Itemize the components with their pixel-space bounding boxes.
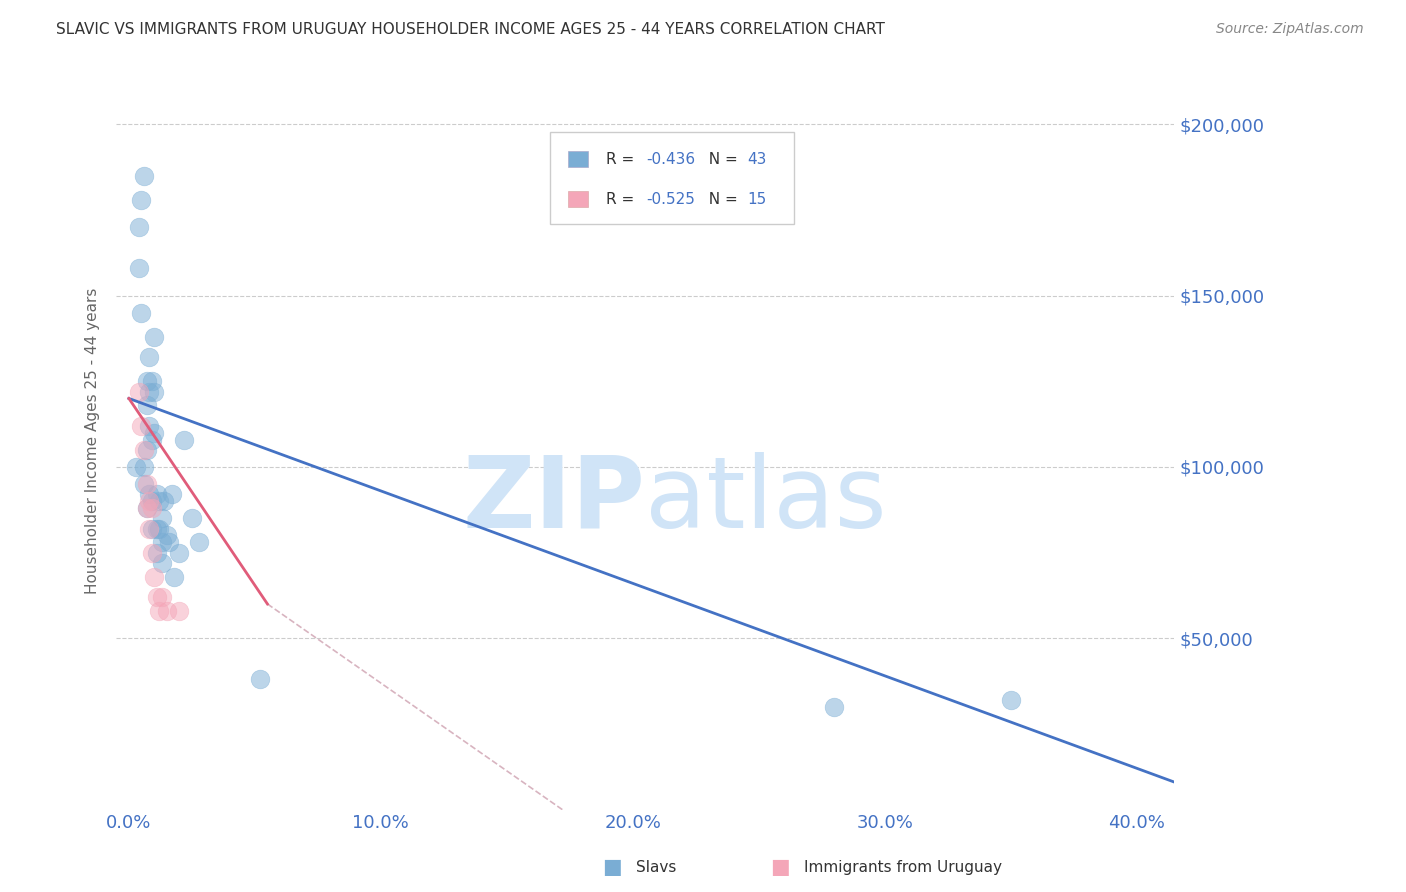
Text: -0.436: -0.436 [647, 152, 696, 167]
Text: Source: ZipAtlas.com: Source: ZipAtlas.com [1216, 22, 1364, 37]
Text: ■: ■ [602, 857, 621, 877]
Point [143, 384, 166, 399]
Text: ■: ■ [770, 857, 790, 877]
Point [138, 522, 160, 536]
Point [148, 494, 170, 508]
Point [141, 374, 163, 388]
Point [141, 494, 163, 508]
Point [180, 511, 202, 525]
Text: N =: N = [699, 192, 742, 207]
Point [131, 306, 153, 320]
Point [167, 604, 190, 618]
Text: ZIP: ZIP [463, 451, 645, 549]
Point [135, 374, 157, 388]
Point [145, 546, 167, 560]
Point [143, 569, 166, 583]
Point [145, 522, 167, 536]
Point [1000, 693, 1022, 707]
Point [143, 330, 166, 344]
Text: R =: R = [606, 152, 640, 167]
Point [128, 220, 150, 235]
FancyBboxPatch shape [550, 132, 793, 224]
Text: atlas: atlas [645, 451, 887, 549]
Point [131, 418, 153, 433]
Point [145, 590, 167, 604]
Point [188, 535, 211, 549]
Point [132, 459, 155, 474]
Point [138, 487, 160, 501]
Point [150, 511, 173, 525]
Point [167, 546, 190, 560]
Point [157, 535, 180, 549]
Point [138, 494, 160, 508]
Text: Slavs: Slavs [636, 860, 676, 874]
FancyBboxPatch shape [568, 152, 588, 168]
Point [138, 351, 160, 365]
Text: 43: 43 [747, 152, 766, 167]
Point [135, 398, 157, 412]
Text: Immigrants from Uruguay: Immigrants from Uruguay [804, 860, 1002, 874]
Point [145, 487, 167, 501]
Point [125, 459, 148, 474]
Text: SLAVIC VS IMMIGRANTS FROM URUGUAY HOUSEHOLDER INCOME AGES 25 - 44 YEARS CORRELAT: SLAVIC VS IMMIGRANTS FROM URUGUAY HOUSEH… [56, 22, 886, 37]
Point [141, 501, 163, 516]
Point [132, 442, 155, 457]
Text: R =: R = [606, 192, 640, 207]
Point [132, 169, 155, 183]
Point [163, 569, 186, 583]
Point [138, 384, 160, 399]
FancyBboxPatch shape [568, 191, 588, 207]
Point [150, 556, 173, 570]
Point [143, 425, 166, 440]
Point [150, 590, 173, 604]
Point [138, 418, 160, 433]
Point [135, 501, 157, 516]
Point [160, 487, 183, 501]
Point [156, 604, 179, 618]
Point [153, 494, 176, 508]
Point [150, 535, 173, 549]
Point [148, 522, 170, 536]
Point [128, 261, 150, 276]
Point [173, 433, 195, 447]
Point [132, 477, 155, 491]
Point [148, 604, 170, 618]
Y-axis label: Householder Income Ages 25 - 44 years: Householder Income Ages 25 - 44 years [86, 288, 100, 594]
Text: 15: 15 [747, 192, 766, 207]
Text: -0.525: -0.525 [647, 192, 696, 207]
Point [156, 528, 179, 542]
Point [131, 193, 153, 207]
Point [141, 433, 163, 447]
Point [135, 477, 157, 491]
Point [128, 384, 150, 399]
Point [135, 501, 157, 516]
Point [141, 546, 163, 560]
Point [823, 699, 845, 714]
Text: N =: N = [699, 152, 742, 167]
Point [249, 673, 271, 687]
Point [135, 442, 157, 457]
Point [141, 522, 163, 536]
